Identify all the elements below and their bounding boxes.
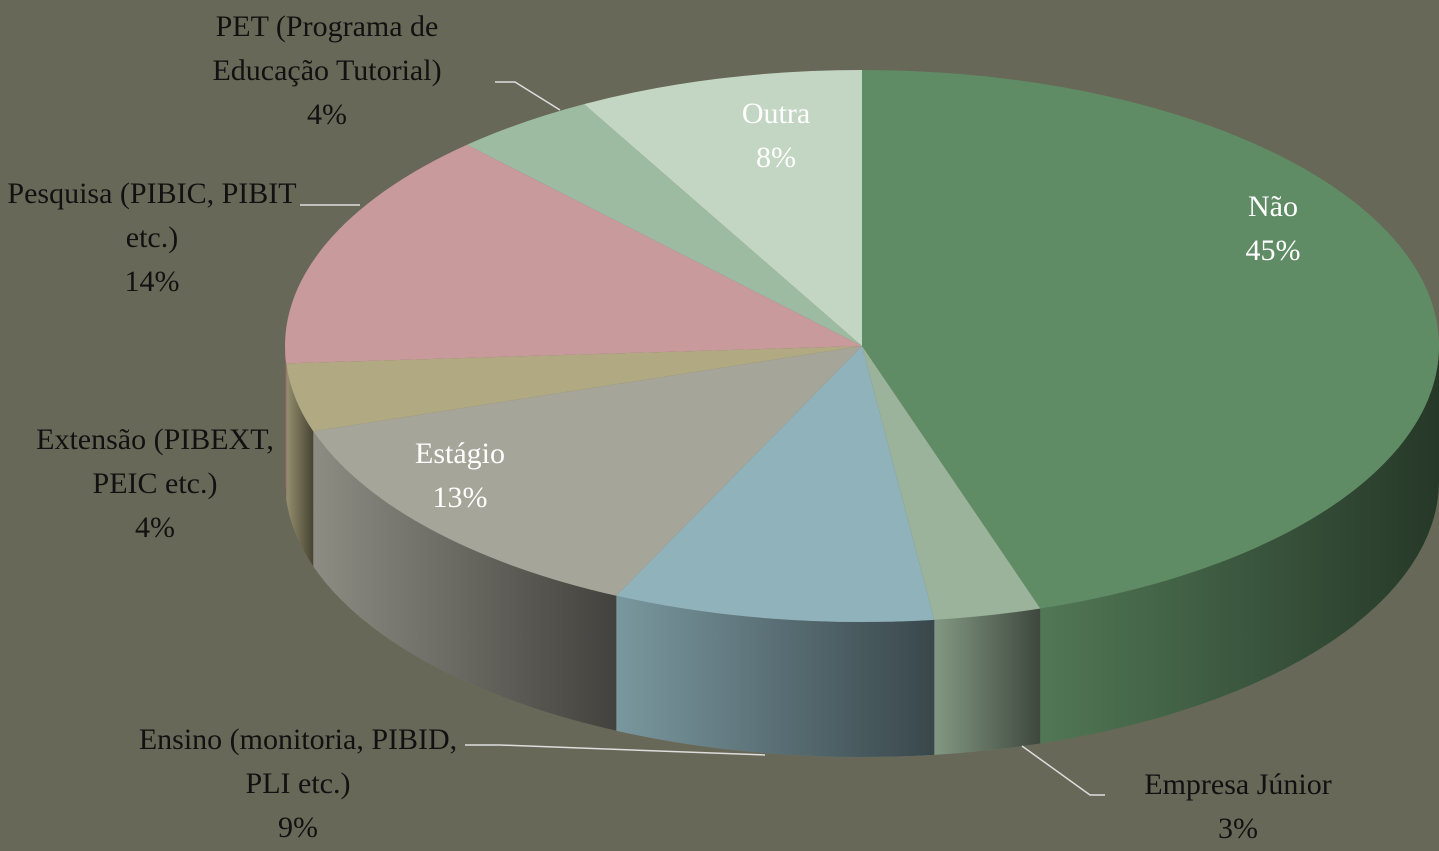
slice-side-shade [1040,346,1439,744]
slice-side-shade [616,595,935,757]
slice [285,144,862,364]
value-label: 4% [135,511,175,544]
category-label: Outra [741,97,811,130]
value-label: 9% [278,811,318,844]
slice-label: Ensino (monitoria, PIBID, PLI etc.) 9% [128,718,468,850]
category-label: Não [1248,190,1298,223]
slice-label: Não 45% [1173,185,1373,273]
slice-label: PET (Programa de Educação Tutorial) 4% [157,5,497,137]
slice-side-shade [934,608,1041,755]
pie-sides [285,346,1439,757]
slice-side-shade [286,363,314,567]
slice [584,70,862,346]
slice-label: Empresa Júnior 3% [1088,763,1388,851]
slice [313,346,863,596]
leader-line [495,81,561,111]
slice-label: Pesquisa (PIBIC, PIBIT etc.) 14% [2,172,302,304]
slice-label: Extensão (PIBEXT, PEIC etc.) 4% [30,418,280,550]
category-label: Pesquisa (PIBIC, PIBIT etc.) [7,177,297,254]
slice-label: Estágio 13% [360,432,560,520]
category-label: Estágio [415,437,505,470]
slice-side-shade [313,431,617,731]
slice [467,104,862,346]
slice-label: Outra 8% [676,92,876,180]
category-label: Empresa Júnior [1144,768,1332,801]
slice [616,346,935,622]
value-label: 45% [1245,234,1301,267]
leader-line [1021,745,1105,796]
value-label: 14% [124,265,180,298]
slice [862,346,1041,620]
value-label: 8% [756,141,796,174]
leader-line [465,744,766,756]
category-label: PET (Programa de Educação Tutorial) [212,10,442,87]
slice [862,70,1439,609]
pie-tops [285,70,1439,622]
value-label: 13% [432,481,488,514]
value-label: 4% [307,98,347,131]
value-label: 3% [1218,812,1258,845]
category-label: Extensão (PIBEXT, PEIC etc.) [36,423,274,500]
slice [286,346,863,432]
slice-side-shade [285,346,287,499]
category-label: Ensino (monitoria, PIBID, PLI etc.) [138,723,458,800]
